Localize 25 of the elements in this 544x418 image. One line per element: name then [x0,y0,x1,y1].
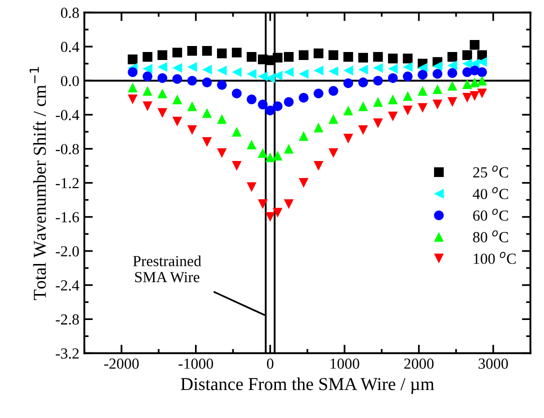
x-tick-label: 2000 [404,358,434,369]
y-tick-label: -1.2 [56,178,79,188]
x-tick-label: 1000 [330,358,360,369]
x-tick-label: -2000 [104,358,139,369]
legend-label: 25 $^{o}$C [473,166,508,178]
x-tick-label: 0 [266,358,274,369]
y-tick-label: -0.8 [56,144,79,154]
y-tick-label: -2.8 [56,314,79,325]
y-axis-title: Total Wavenumber Shift / cm$^{−1}$ [30,67,46,300]
legend-label: 60 $^{o}$C [473,208,508,221]
x-tick-label: -1000 [178,358,214,369]
y-tick-label: -0.4 [56,110,80,120]
x-tick-label: 3000 [478,358,508,369]
annotation: Prestrained SMA Wire [133,256,202,282]
y-tick-label: -1.6 [56,212,80,222]
y-tick-label: -2.4 [56,280,80,291]
y-tick-label: 0.0 [60,76,79,86]
legend-label: 40 $^{o}$C [472,187,508,200]
y-tick-label: -3.2 [56,348,79,359]
legend-label: 80 $^{o}$C [473,230,508,242]
y-tick-label: 0.4 [60,42,80,52]
x-axis-title: Distance From the SMA Wire / µm [180,377,434,394]
y-tick-label: 0.8 [60,8,79,18]
y-tick-label: -2.0 [56,246,79,257]
legend-label: 100 $^{o}$C [474,252,516,264]
